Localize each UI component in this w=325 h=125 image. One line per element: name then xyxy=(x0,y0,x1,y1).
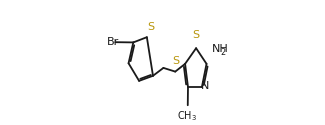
Text: Br: Br xyxy=(107,37,119,47)
Text: NH: NH xyxy=(212,44,229,54)
Text: S: S xyxy=(147,22,154,32)
Text: 2: 2 xyxy=(221,48,226,57)
Text: CH$_3$: CH$_3$ xyxy=(176,109,197,123)
Text: N: N xyxy=(201,82,209,92)
Text: S: S xyxy=(192,30,200,40)
Text: S: S xyxy=(172,56,179,66)
